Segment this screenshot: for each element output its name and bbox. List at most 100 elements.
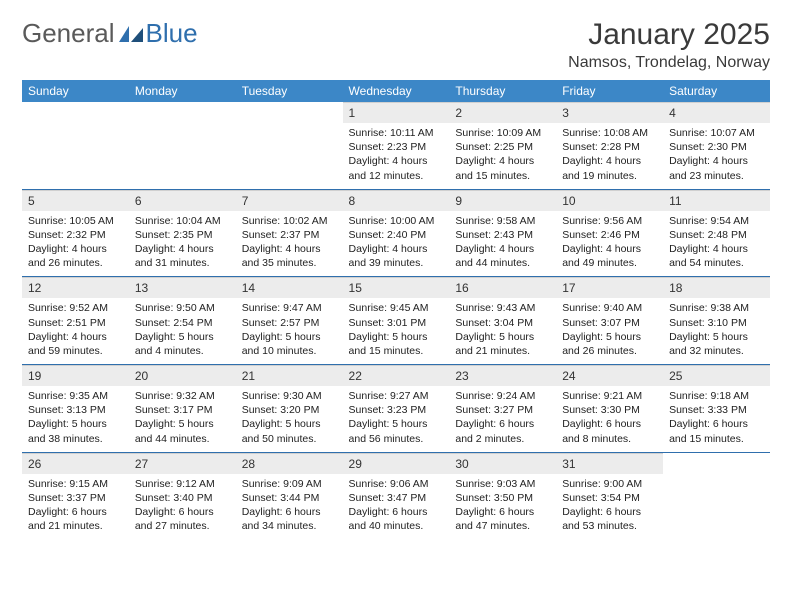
brand-word1: General [22, 18, 115, 49]
dl2-line: and 4 minutes. [135, 344, 230, 358]
day-number: 25 [663, 365, 770, 386]
week-row: 1Sunrise: 10:11 AMSunset: 2:23 PMDayligh… [22, 102, 770, 189]
day-number: 2 [449, 102, 556, 123]
sunrise-line: Sunrise: 10:05 AM [28, 214, 123, 228]
sunset-line: Sunset: 2:25 PM [455, 140, 550, 154]
dl2-line: and 50 minutes. [242, 432, 337, 446]
dl2-line: and 21 minutes. [28, 519, 123, 533]
day-cell [236, 102, 343, 189]
dl1-line: Daylight: 6 hours [562, 417, 657, 431]
day-number: 15 [343, 277, 450, 298]
dl1-line: Daylight: 5 hours [135, 417, 230, 431]
dl1-line: Daylight: 5 hours [242, 417, 337, 431]
day-number: 19 [22, 365, 129, 386]
dl1-line: Daylight: 4 hours [242, 242, 337, 256]
day-body: Sunrise: 9:43 AMSunset: 3:04 PMDaylight:… [449, 298, 556, 364]
day-cell: 5Sunrise: 10:05 AMSunset: 2:32 PMDayligh… [22, 189, 129, 277]
sunrise-line: Sunrise: 9:15 AM [28, 477, 123, 491]
day-number: 22 [343, 365, 450, 386]
location-subtitle: Namsos, Trondelag, Norway [568, 54, 770, 72]
sunset-line: Sunset: 3:10 PM [669, 316, 764, 330]
day-number: 11 [663, 190, 770, 211]
day-cell: 31Sunrise: 9:00 AMSunset: 3:54 PMDayligh… [556, 452, 663, 539]
day-body: Sunrise: 10:08 AMSunset: 2:28 PMDaylight… [556, 123, 663, 189]
day-cell: 19Sunrise: 9:35 AMSunset: 3:13 PMDayligh… [22, 365, 129, 453]
sunrise-line: Sunrise: 9:32 AM [135, 389, 230, 403]
weekday-header: Sunday [22, 80, 129, 102]
day-number: 23 [449, 365, 556, 386]
sunset-line: Sunset: 2:32 PM [28, 228, 123, 242]
day-number: 6 [129, 190, 236, 211]
sunrise-line: Sunrise: 10:07 AM [669, 126, 764, 140]
day-number: 7 [236, 190, 343, 211]
sunrise-line: Sunrise: 9:54 AM [669, 214, 764, 228]
sunset-line: Sunset: 3:54 PM [562, 491, 657, 505]
dl2-line: and 26 minutes. [28, 256, 123, 270]
day-body [22, 122, 129, 184]
sunset-line: Sunset: 3:01 PM [349, 316, 444, 330]
day-cell: 24Sunrise: 9:21 AMSunset: 3:30 PMDayligh… [556, 365, 663, 453]
sunrise-line: Sunrise: 10:00 AM [349, 214, 444, 228]
dl2-line: and 12 minutes. [349, 169, 444, 183]
day-body: Sunrise: 9:47 AMSunset: 2:57 PMDaylight:… [236, 298, 343, 364]
sail-icon [119, 26, 143, 42]
dl2-line: and 49 minutes. [562, 256, 657, 270]
dl1-line: Daylight: 6 hours [28, 505, 123, 519]
sunrise-line: Sunrise: 9:18 AM [669, 389, 764, 403]
weekday-header: Thursday [449, 80, 556, 102]
sunset-line: Sunset: 3:27 PM [455, 403, 550, 417]
sunrise-line: Sunrise: 9:58 AM [455, 214, 550, 228]
day-cell: 18Sunrise: 9:38 AMSunset: 3:10 PMDayligh… [663, 277, 770, 365]
dl2-line: and 44 minutes. [455, 256, 550, 270]
dl2-line: and 2 minutes. [455, 432, 550, 446]
dl2-line: and 34 minutes. [242, 519, 337, 533]
dl2-line: and 40 minutes. [349, 519, 444, 533]
sunset-line: Sunset: 3:50 PM [455, 491, 550, 505]
day-number: 17 [556, 277, 663, 298]
sunset-line: Sunset: 2:30 PM [669, 140, 764, 154]
day-body: Sunrise: 9:50 AMSunset: 2:54 PMDaylight:… [129, 298, 236, 364]
sunset-line: Sunset: 2:46 PM [562, 228, 657, 242]
day-number: 18 [663, 277, 770, 298]
sunset-line: Sunset: 3:30 PM [562, 403, 657, 417]
dl1-line: Daylight: 5 hours [28, 417, 123, 431]
day-body: Sunrise: 9:35 AMSunset: 3:13 PMDaylight:… [22, 386, 129, 452]
sunset-line: Sunset: 3:23 PM [349, 403, 444, 417]
dl2-line: and 15 minutes. [455, 169, 550, 183]
dl1-line: Daylight: 6 hours [455, 417, 550, 431]
day-body: Sunrise: 9:45 AMSunset: 3:01 PMDaylight:… [343, 298, 450, 364]
day-cell: 4Sunrise: 10:07 AMSunset: 2:30 PMDayligh… [663, 102, 770, 189]
sunset-line: Sunset: 3:13 PM [28, 403, 123, 417]
dl1-line: Daylight: 5 hours [562, 330, 657, 344]
day-number: 14 [236, 277, 343, 298]
week-row: 26Sunrise: 9:15 AMSunset: 3:37 PMDayligh… [22, 452, 770, 539]
sunset-line: Sunset: 2:35 PM [135, 228, 230, 242]
dl2-line: and 15 minutes. [669, 432, 764, 446]
dl1-line: Daylight: 5 hours [349, 330, 444, 344]
dl2-line: and 54 minutes. [669, 256, 764, 270]
dl2-line: and 15 minutes. [349, 344, 444, 358]
weekday-header-row: Sunday Monday Tuesday Wednesday Thursday… [22, 80, 770, 102]
brand-logo: General Blue [22, 18, 198, 49]
sunrise-line: Sunrise: 9:40 AM [562, 301, 657, 315]
day-number: 10 [556, 190, 663, 211]
sunrise-line: Sunrise: 9:35 AM [28, 389, 123, 403]
day-body: Sunrise: 9:24 AMSunset: 3:27 PMDaylight:… [449, 386, 556, 452]
sunrise-line: Sunrise: 9:21 AM [562, 389, 657, 403]
day-cell: 30Sunrise: 9:03 AMSunset: 3:50 PMDayligh… [449, 452, 556, 539]
day-body: Sunrise: 10:09 AMSunset: 2:25 PMDaylight… [449, 123, 556, 189]
day-body [663, 473, 770, 535]
day-cell: 10Sunrise: 9:56 AMSunset: 2:46 PMDayligh… [556, 189, 663, 277]
dl1-line: Daylight: 6 hours [562, 505, 657, 519]
day-body: Sunrise: 10:04 AMSunset: 2:35 PMDaylight… [129, 211, 236, 277]
sunset-line: Sunset: 2:48 PM [669, 228, 764, 242]
sunset-line: Sunset: 2:40 PM [349, 228, 444, 242]
sunset-line: Sunset: 3:33 PM [669, 403, 764, 417]
day-cell: 2Sunrise: 10:09 AMSunset: 2:25 PMDayligh… [449, 102, 556, 189]
page-title: January 2025 [568, 18, 770, 52]
dl1-line: Daylight: 6 hours [455, 505, 550, 519]
dl1-line: Daylight: 4 hours [562, 242, 657, 256]
day-body [129, 122, 236, 184]
title-block: January 2025 Namsos, Trondelag, Norway [568, 18, 770, 72]
calendar-body: 1Sunrise: 10:11 AMSunset: 2:23 PMDayligh… [22, 102, 770, 539]
